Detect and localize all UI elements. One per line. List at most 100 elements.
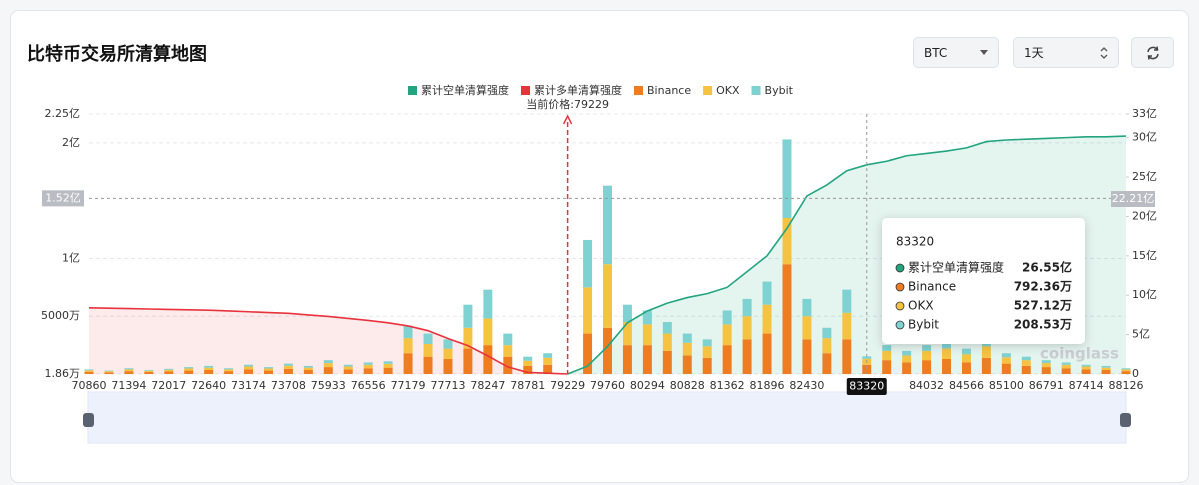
bar-segment [682, 333, 692, 343]
bar-segment [323, 367, 333, 374]
legend: 累计空单清算强度 累计多单清算强度 Binance OKX Bybit [408, 83, 794, 97]
bar-segment [423, 333, 433, 344]
legend-swatch [521, 86, 530, 95]
x-tick-label: 88126 [1109, 379, 1144, 392]
x-tick-label: 84032 [909, 379, 944, 392]
y-tick-label: 1.86万 [45, 367, 81, 380]
tooltip-value: 26.55亿 [1022, 260, 1072, 275]
bar-segment [822, 338, 832, 354]
bar-segment [184, 367, 194, 369]
bar-segment [782, 264, 792, 374]
caret-icon [980, 50, 988, 55]
crosshair-y2-label: 22.21亿 [1112, 192, 1155, 205]
bar-segment [961, 354, 971, 363]
bar-segment [283, 368, 293, 374]
bar-segment [742, 316, 752, 340]
bar-segment [1081, 369, 1091, 374]
zoom-slider[interactable] [87, 391, 1127, 444]
crosshair-y-box [42, 190, 84, 207]
bar-segment [742, 339, 752, 374]
x-tick-label: 72640 [191, 379, 226, 392]
tooltip-value: 208.53万 [1014, 318, 1072, 332]
bar-segment [1101, 369, 1111, 374]
bar-segment [902, 355, 912, 363]
tooltip-dot [895, 263, 905, 273]
bar-segment [882, 350, 892, 361]
crosshair-y2-box [1111, 191, 1155, 208]
y2-tick-label: 20亿 [1132, 209, 1157, 222]
bar-segment [722, 324, 732, 346]
x-tick-label: 77179 [391, 379, 426, 392]
tooltip-value: 527.12万 [1014, 299, 1072, 313]
bar-segment [1001, 353, 1011, 358]
bar-segment [722, 310, 732, 325]
bar-segment [144, 371, 154, 374]
legend-swatch [751, 86, 761, 95]
bar-segment [463, 327, 473, 349]
x-tick-label: 80294 [630, 379, 665, 392]
legend-label: OKX [716, 84, 740, 97]
bar-segment [104, 372, 114, 374]
bar-segment [942, 341, 952, 349]
y2-tick-label: 5亿 [1132, 328, 1150, 341]
bar-segment [244, 369, 254, 374]
bar-segment [483, 345, 493, 374]
tooltip-dot [895, 301, 905, 311]
crosshair-y-label: 1.52亿 [45, 191, 81, 204]
range-select-label: 1天 [1024, 46, 1044, 60]
bar-segment [503, 356, 513, 374]
tooltip-name: 累计空单清算强度 [908, 260, 1004, 275]
bar-segment [503, 345, 513, 357]
bar-segment [1121, 369, 1131, 372]
tooltip-title: 83320 [896, 235, 934, 249]
coin-select[interactable]: BTC [913, 37, 999, 68]
legend-swatch [634, 86, 643, 95]
range-select[interactable]: 1天 [1013, 37, 1119, 68]
line [567, 135, 1127, 375]
x-tick-label: 76556 [351, 379, 386, 392]
x-tick-label: 73708 [271, 379, 306, 392]
bar-segment [463, 304, 473, 328]
bar-segment [184, 370, 194, 374]
bar-segment [1101, 367, 1111, 370]
bar-segment [1041, 363, 1051, 368]
y2-tick-label: 10亿 [1132, 288, 1157, 301]
bar-segment [942, 348, 952, 359]
refresh-button[interactable] [1131, 37, 1174, 68]
bar-segment [662, 322, 672, 334]
x-tick-label: 77713 [430, 379, 465, 392]
bar-segment [702, 339, 712, 347]
y-tick-label: 2亿 [62, 136, 80, 149]
bar-segment [862, 364, 872, 374]
zoom-handle[interactable] [1120, 413, 1131, 427]
bar-segment [443, 348, 453, 359]
bar-segment [423, 356, 433, 374]
bar-segment [283, 363, 293, 366]
bar-segment [523, 356, 533, 361]
bar-segment [583, 287, 593, 334]
tooltip: 83320 累计空单清算强度 26.55亿 Binance 792.36万 OKX 527.… [882, 218, 1085, 344]
bar-segment [523, 360, 533, 366]
bar-segment [244, 366, 254, 370]
bar-segment [363, 362, 373, 365]
bar-segment [882, 360, 892, 374]
legend-label: 累计多单清算强度 [534, 83, 622, 97]
bar-segment [642, 310, 652, 325]
plot-area: 1.86万 5000万 1亿 2亿 2.25亿 0 5亿 10亿 15亿 20亿 25亿 30亿 33亿… [41, 83, 1157, 395]
tooltip-dot [895, 320, 905, 330]
bar-segment [443, 339, 453, 349]
bar-segment [283, 365, 293, 369]
legend-label: 累计空单清算强度 [421, 83, 509, 97]
bar-segment [483, 289, 493, 319]
tooltip-name: OKX [908, 299, 934, 313]
crosshair-x-box [846, 378, 887, 395]
bar-segment [403, 338, 413, 354]
zoom-handle[interactable] [83, 413, 94, 427]
bar-segment [363, 364, 373, 369]
bar-segment [144, 370, 154, 372]
bar-segment [762, 281, 772, 305]
y-tick-label: 2.25亿 [45, 107, 81, 120]
bar-segment [124, 371, 134, 374]
